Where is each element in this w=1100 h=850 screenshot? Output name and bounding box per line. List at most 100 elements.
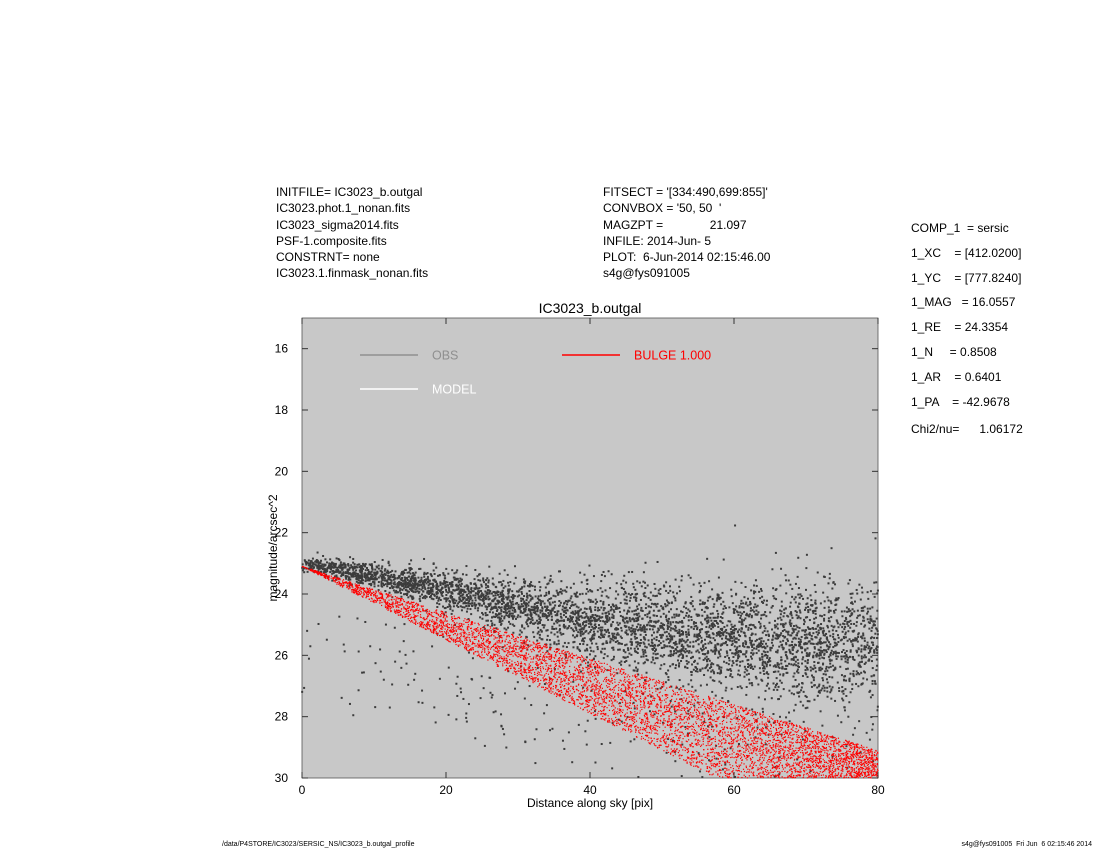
obs-point	[494, 594, 497, 597]
obs-point	[410, 559, 413, 562]
obs-point	[549, 677, 552, 680]
obs-point	[734, 641, 737, 644]
obs-point	[401, 571, 404, 574]
obs-point	[729, 674, 732, 677]
parameter-line: COMP_1 = sersic	[911, 221, 1009, 235]
bulge-point	[650, 694, 652, 696]
obs-point	[804, 630, 807, 633]
obs-point	[358, 574, 361, 577]
obs-point	[414, 577, 417, 580]
obs-point	[722, 611, 725, 614]
obs-point	[871, 667, 874, 670]
obs-point	[760, 637, 763, 640]
obs-point	[459, 594, 462, 597]
obs-point	[384, 583, 387, 586]
obs-point	[544, 614, 547, 617]
obs-point	[638, 581, 641, 584]
obs-point	[792, 630, 795, 633]
obs-point	[759, 626, 762, 629]
obs-point	[387, 560, 390, 563]
obs-point	[587, 618, 590, 621]
obs-point	[542, 612, 545, 615]
obs-point	[600, 630, 603, 633]
obs-point	[690, 657, 693, 660]
obs-point	[716, 609, 719, 612]
obs-point	[789, 634, 792, 637]
bulge-point	[816, 756, 818, 758]
obs-point	[735, 651, 738, 654]
obs-point	[707, 725, 710, 728]
obs-point	[496, 608, 499, 611]
obs-point	[654, 657, 657, 660]
obs-point	[763, 625, 766, 628]
obs-point	[501, 603, 504, 606]
bulge-point	[552, 660, 554, 662]
obs-point	[427, 589, 430, 592]
obs-point	[741, 660, 744, 663]
obs-point	[734, 648, 737, 651]
obs-point	[531, 616, 534, 619]
obs-point	[353, 571, 356, 574]
obs-point	[501, 727, 504, 730]
obs-point	[869, 649, 872, 652]
obs-point	[686, 732, 689, 735]
obs-point	[441, 582, 444, 585]
obs-point	[612, 639, 615, 642]
obs-point	[305, 561, 308, 564]
obs-point	[435, 566, 438, 569]
bulge-point	[833, 742, 835, 745]
obs-point	[688, 650, 691, 653]
obs-point	[752, 667, 755, 670]
obs-point	[639, 642, 642, 645]
obs-point	[867, 651, 870, 654]
obs-point	[373, 572, 376, 575]
obs-point	[634, 637, 637, 640]
obs-point	[404, 581, 407, 584]
obs-point	[752, 643, 755, 646]
obs-point	[834, 599, 837, 602]
obs-point	[653, 602, 656, 605]
obs-point	[534, 607, 537, 610]
obs-point	[789, 652, 792, 655]
obs-point	[823, 606, 826, 609]
obs-point	[374, 706, 377, 709]
obs-point	[596, 645, 599, 648]
obs-point	[620, 586, 623, 589]
obs-point	[351, 567, 354, 570]
obs-point	[710, 670, 713, 673]
obs-point	[548, 639, 551, 642]
obs-point	[702, 648, 705, 651]
obs-point	[582, 640, 585, 643]
obs-point	[577, 631, 580, 634]
obs-point	[617, 648, 620, 651]
obs-point	[399, 578, 402, 581]
obs-point	[772, 670, 775, 673]
obs-point	[317, 561, 320, 564]
obs-point	[430, 586, 433, 589]
obs-point	[403, 593, 406, 596]
obs-point	[516, 595, 519, 598]
obs-point	[417, 584, 420, 587]
obs-point	[403, 571, 406, 574]
obs-point	[666, 604, 669, 607]
obs-point	[801, 682, 804, 685]
obs-point	[742, 602, 745, 605]
obs-point	[691, 600, 694, 603]
bulge-point	[805, 731, 807, 733]
obs-point	[785, 651, 788, 654]
obs-point	[647, 605, 650, 608]
obs-point	[814, 612, 817, 615]
obs-point	[358, 569, 361, 572]
obs-point	[591, 614, 594, 617]
obs-point	[639, 598, 642, 601]
obs-point	[543, 615, 546, 618]
obs-point	[714, 694, 717, 697]
obs-point	[694, 689, 697, 692]
obs-point	[786, 671, 789, 674]
obs-point	[602, 600, 605, 603]
obs-point	[643, 626, 646, 629]
obs-point	[629, 630, 632, 633]
obs-point	[560, 619, 563, 622]
obs-point	[861, 637, 864, 640]
obs-point	[693, 659, 696, 662]
